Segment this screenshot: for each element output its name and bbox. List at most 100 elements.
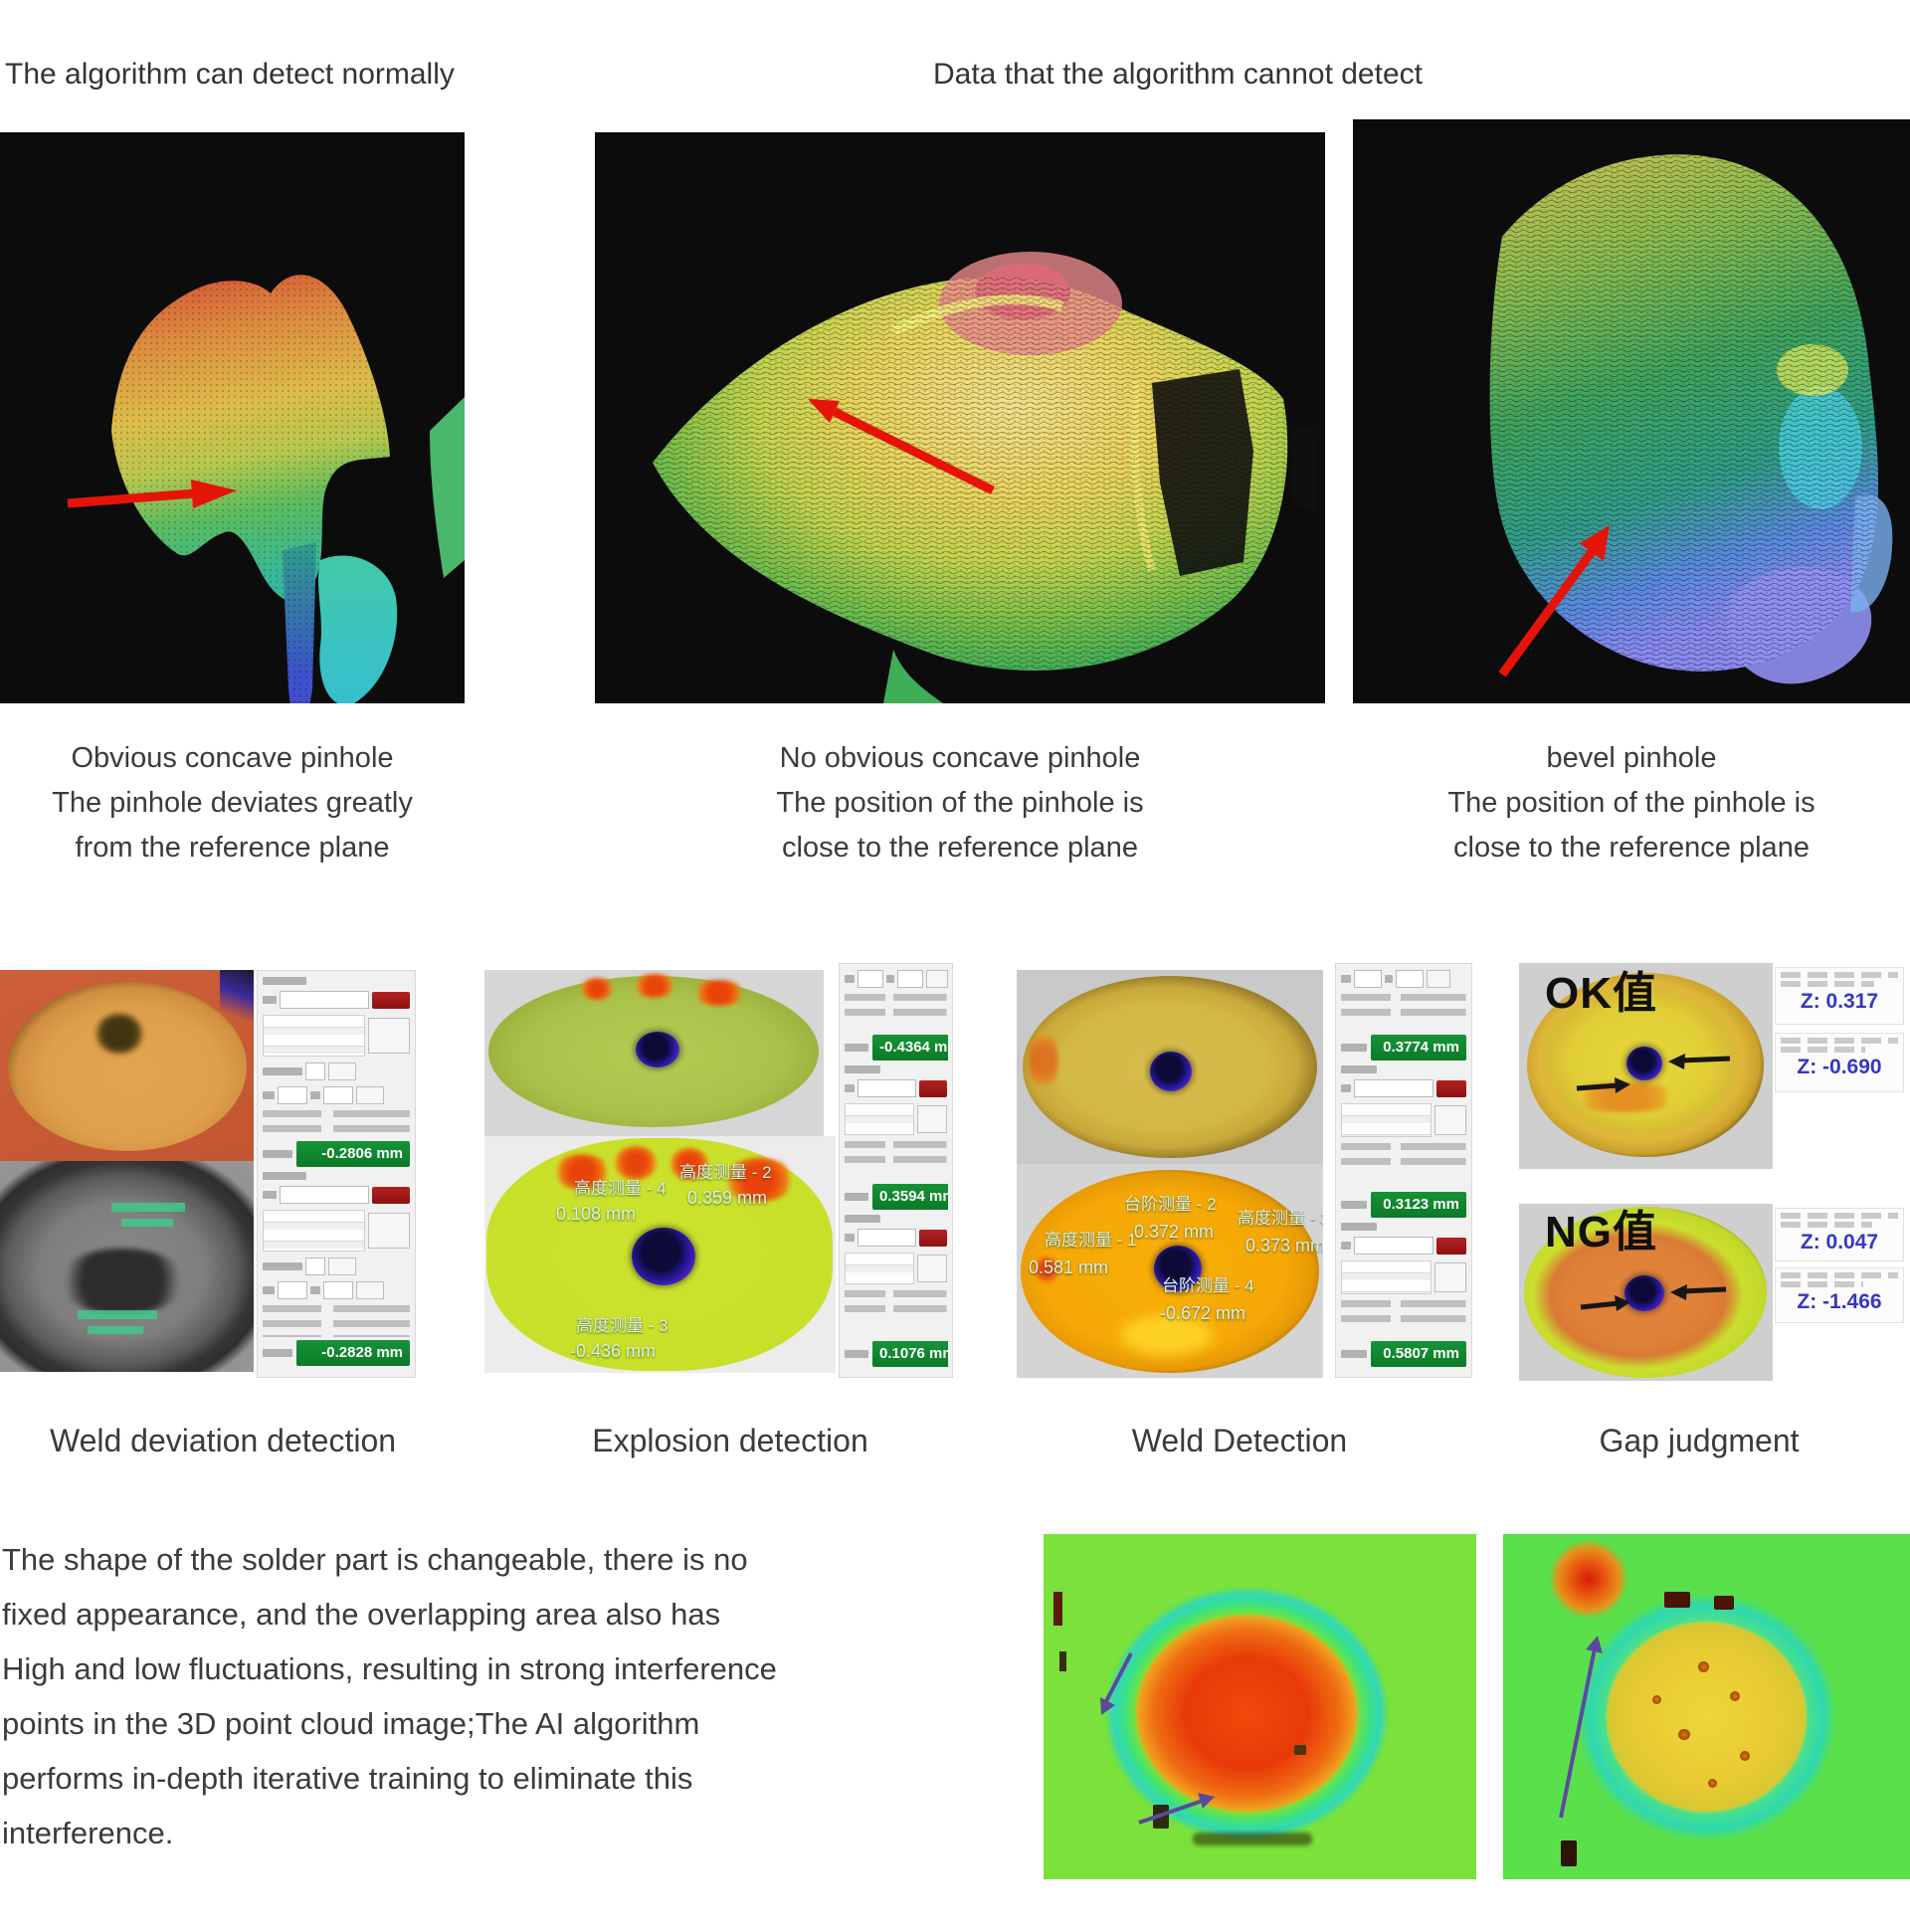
percent-input[interactable] (305, 1257, 325, 1275)
card-meta-text (1781, 1222, 1873, 1228)
lower-input[interactable] (278, 1281, 307, 1299)
caption-line: Obvious concave pinhole (71, 742, 394, 774)
delete-button[interactable] (1436, 1237, 1466, 1255)
delete-button[interactable] (919, 1079, 947, 1097)
field-label (1341, 1242, 1351, 1250)
measure-annotation-label: 高度测量 - 3 (1238, 1209, 1323, 1228)
bottom-paragraph: The shape of the solder part is changeab… (2, 1532, 777, 1860)
pinhole (1626, 1047, 1662, 1080)
upper-input[interactable] (323, 1086, 353, 1104)
refresh-button[interactable] (917, 1255, 947, 1282)
lower-input[interactable] (1354, 970, 1382, 988)
coordinate-inputs[interactable] (263, 1015, 365, 1057)
field-label (263, 996, 277, 1004)
z-value: Z: 0.047 (1800, 1231, 1879, 1254)
weld-pad-oval (8, 982, 247, 1151)
spatter-dot (1698, 1661, 1709, 1672)
delete-button[interactable] (372, 991, 410, 1009)
hot-spot (554, 1154, 610, 1190)
hot-spot (1029, 1030, 1058, 1091)
field-label (845, 1215, 880, 1223)
stats-readout (1341, 994, 1466, 1024)
card-meta-text (1781, 1281, 1863, 1287)
panel-section: 0.3594 mm (844, 1063, 948, 1212)
paragraph-line: points in the 3D point cloud image;The A… (2, 1706, 700, 1741)
caption-line: The pinhole deviates greatly (52, 787, 413, 819)
field-label (845, 975, 855, 983)
lower-input[interactable] (278, 1086, 307, 1104)
refresh-button[interactable] (1434, 1262, 1466, 1292)
refresh-button[interactable] (917, 1105, 947, 1133)
caption-line: from the reference plane (75, 832, 390, 864)
delete-button[interactable] (372, 1186, 410, 1204)
hot-spot (580, 978, 614, 1000)
gap-arrows (1580, 1284, 1727, 1311)
stats-readout (1341, 1300, 1466, 1324)
field-label (845, 1065, 880, 1073)
field-label (1341, 1084, 1351, 1092)
set-button[interactable] (328, 1063, 356, 1080)
name-input[interactable] (280, 991, 369, 1009)
measurement-result: -0.4364 mm (872, 1035, 948, 1061)
upper-input[interactable] (323, 1281, 353, 1299)
apply-button[interactable] (1427, 970, 1450, 988)
coordinate-inputs[interactable] (1341, 1260, 1432, 1294)
paragraph-line: The shape of the solder part is changeab… (2, 1542, 748, 1577)
lower-input[interactable] (858, 970, 883, 988)
apply-button[interactable] (356, 1281, 384, 1299)
card-meta-text (1781, 1038, 1898, 1044)
result-label (845, 1193, 868, 1201)
field-label (263, 1172, 306, 1180)
result-label (1341, 1201, 1367, 1209)
spatter-dot (1652, 1695, 1661, 1704)
coordinate-inputs[interactable] (1341, 1103, 1432, 1137)
stats-readout (1341, 1143, 1466, 1169)
result-label (1341, 1044, 1367, 1052)
name-input[interactable] (280, 1186, 369, 1204)
stats-readout (845, 1290, 947, 1316)
name-input[interactable] (1354, 1079, 1433, 1097)
overlay-measure-text (121, 1219, 173, 1227)
measurement-result: -0.2828 mm (296, 1340, 410, 1366)
caption-line: The position of the pinhole is (776, 787, 1144, 819)
apply-button[interactable] (926, 970, 948, 988)
field-label (263, 1262, 302, 1270)
apply-button[interactable] (356, 1086, 384, 1104)
set-button[interactable] (328, 1257, 356, 1275)
pinhole-blob (96, 1014, 143, 1054)
delete-button[interactable] (919, 1229, 947, 1247)
coordinate-inputs[interactable] (845, 1103, 914, 1135)
name-input[interactable] (858, 1079, 916, 1097)
ok-z-card-1: Z: 0.317 (1775, 967, 1904, 1025)
hot-spot (614, 1146, 658, 1180)
interference-heatmap-right (1503, 1534, 1910, 1879)
glow-spot (1121, 1315, 1213, 1355)
caption-pointcloud-2: No obvious concave pinhole The position … (595, 736, 1325, 870)
card-meta-text (1781, 972, 1898, 978)
name-input[interactable] (858, 1229, 916, 1247)
noise-mark (1059, 1651, 1066, 1671)
dark-weld-area (58, 1249, 187, 1314)
refresh-button[interactable] (1434, 1105, 1466, 1135)
red-arrow-icon (1498, 546, 1598, 677)
coordinate-inputs[interactable] (263, 1210, 365, 1252)
percent-input[interactable] (305, 1063, 325, 1080)
stats-readout (263, 1110, 410, 1138)
field-label (263, 1091, 275, 1099)
upper-input[interactable] (1396, 970, 1424, 988)
caption-line: The position of the pinhole is (1447, 787, 1815, 819)
delete-button[interactable] (1436, 1079, 1466, 1097)
field-label (310, 1091, 320, 1099)
measurement-result: 0.5807 mm (1371, 1341, 1466, 1367)
coordinate-inputs[interactable] (845, 1253, 914, 1284)
pointcloud-render-1 (67, 275, 465, 703)
name-input[interactable] (1354, 1237, 1433, 1255)
upper-input[interactable] (897, 970, 923, 988)
measure-annotation-value: 0.359 mm (687, 1188, 768, 1208)
field-label (263, 1191, 277, 1199)
measurement-result: 0.3774 mm (1371, 1035, 1466, 1061)
caption-gap-judgment: Gap judgment (1599, 1423, 1800, 1458)
refresh-button[interactable] (368, 1018, 410, 1054)
refresh-button[interactable] (368, 1213, 410, 1249)
pinhole (1154, 1246, 1202, 1291)
